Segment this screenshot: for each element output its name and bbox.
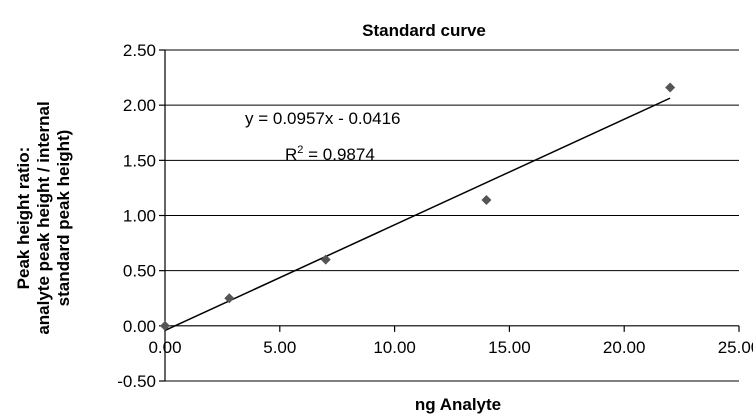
y-axis-title-line-1: Peak height ratio: <box>14 147 33 290</box>
x-tick-label: 20.00 <box>603 338 646 357</box>
x-tick-label: 10.00 <box>373 338 416 357</box>
x-tick-label: 15.00 <box>488 338 531 357</box>
trendline <box>164 97 671 332</box>
gridlines <box>165 49 739 382</box>
x-tick-label: 5.00 <box>263 338 296 357</box>
y-tick-label: 1.50 <box>123 151 156 170</box>
trendline-equation: y = 0.0957x - 0.0416 <box>245 109 400 128</box>
y-tick-label: 0.50 <box>123 262 156 281</box>
y-axis-title-line-2: analyte peak height / internal <box>34 101 53 334</box>
x-tick-label: 25.00 <box>718 338 753 357</box>
data-point <box>224 293 235 304</box>
r-squared-value: = 0.9874 <box>303 145 374 164</box>
y-axis-title: Peak height ratio: analyte peak height /… <box>14 101 73 334</box>
y-tick-label: -0.50 <box>117 372 156 391</box>
data-point <box>481 195 492 206</box>
y-tick-label: 0.00 <box>123 317 156 336</box>
y-axis-title-line-3: standard peak height) <box>54 130 73 307</box>
r-squared-label: R2 = 0.9874 <box>285 144 375 164</box>
y-tick-label: 1.00 <box>123 207 156 226</box>
x-tick-labels: 0.00 5.00 10.00 15.00 20.00 25.00 <box>148 338 753 357</box>
y-tick-label: 2.00 <box>123 96 156 115</box>
data-point <box>320 254 331 265</box>
data-point <box>665 82 676 93</box>
y-tick-labels: 2.50 2.00 1.50 1.00 0.50 0.00 -0.50 <box>117 41 156 391</box>
y-tick-label: 2.50 <box>123 41 156 60</box>
r-squared-prefix: R <box>285 145 297 164</box>
x-tick-label: 0.00 <box>148 338 181 357</box>
trendline-layer <box>164 97 671 332</box>
data-point <box>160 320 170 331</box>
r-squared-superscript: 2 <box>297 144 303 156</box>
chart-title: Standard curve <box>362 21 486 40</box>
data-points <box>160 82 676 331</box>
x-axis-title: ng Analyte <box>415 395 501 414</box>
